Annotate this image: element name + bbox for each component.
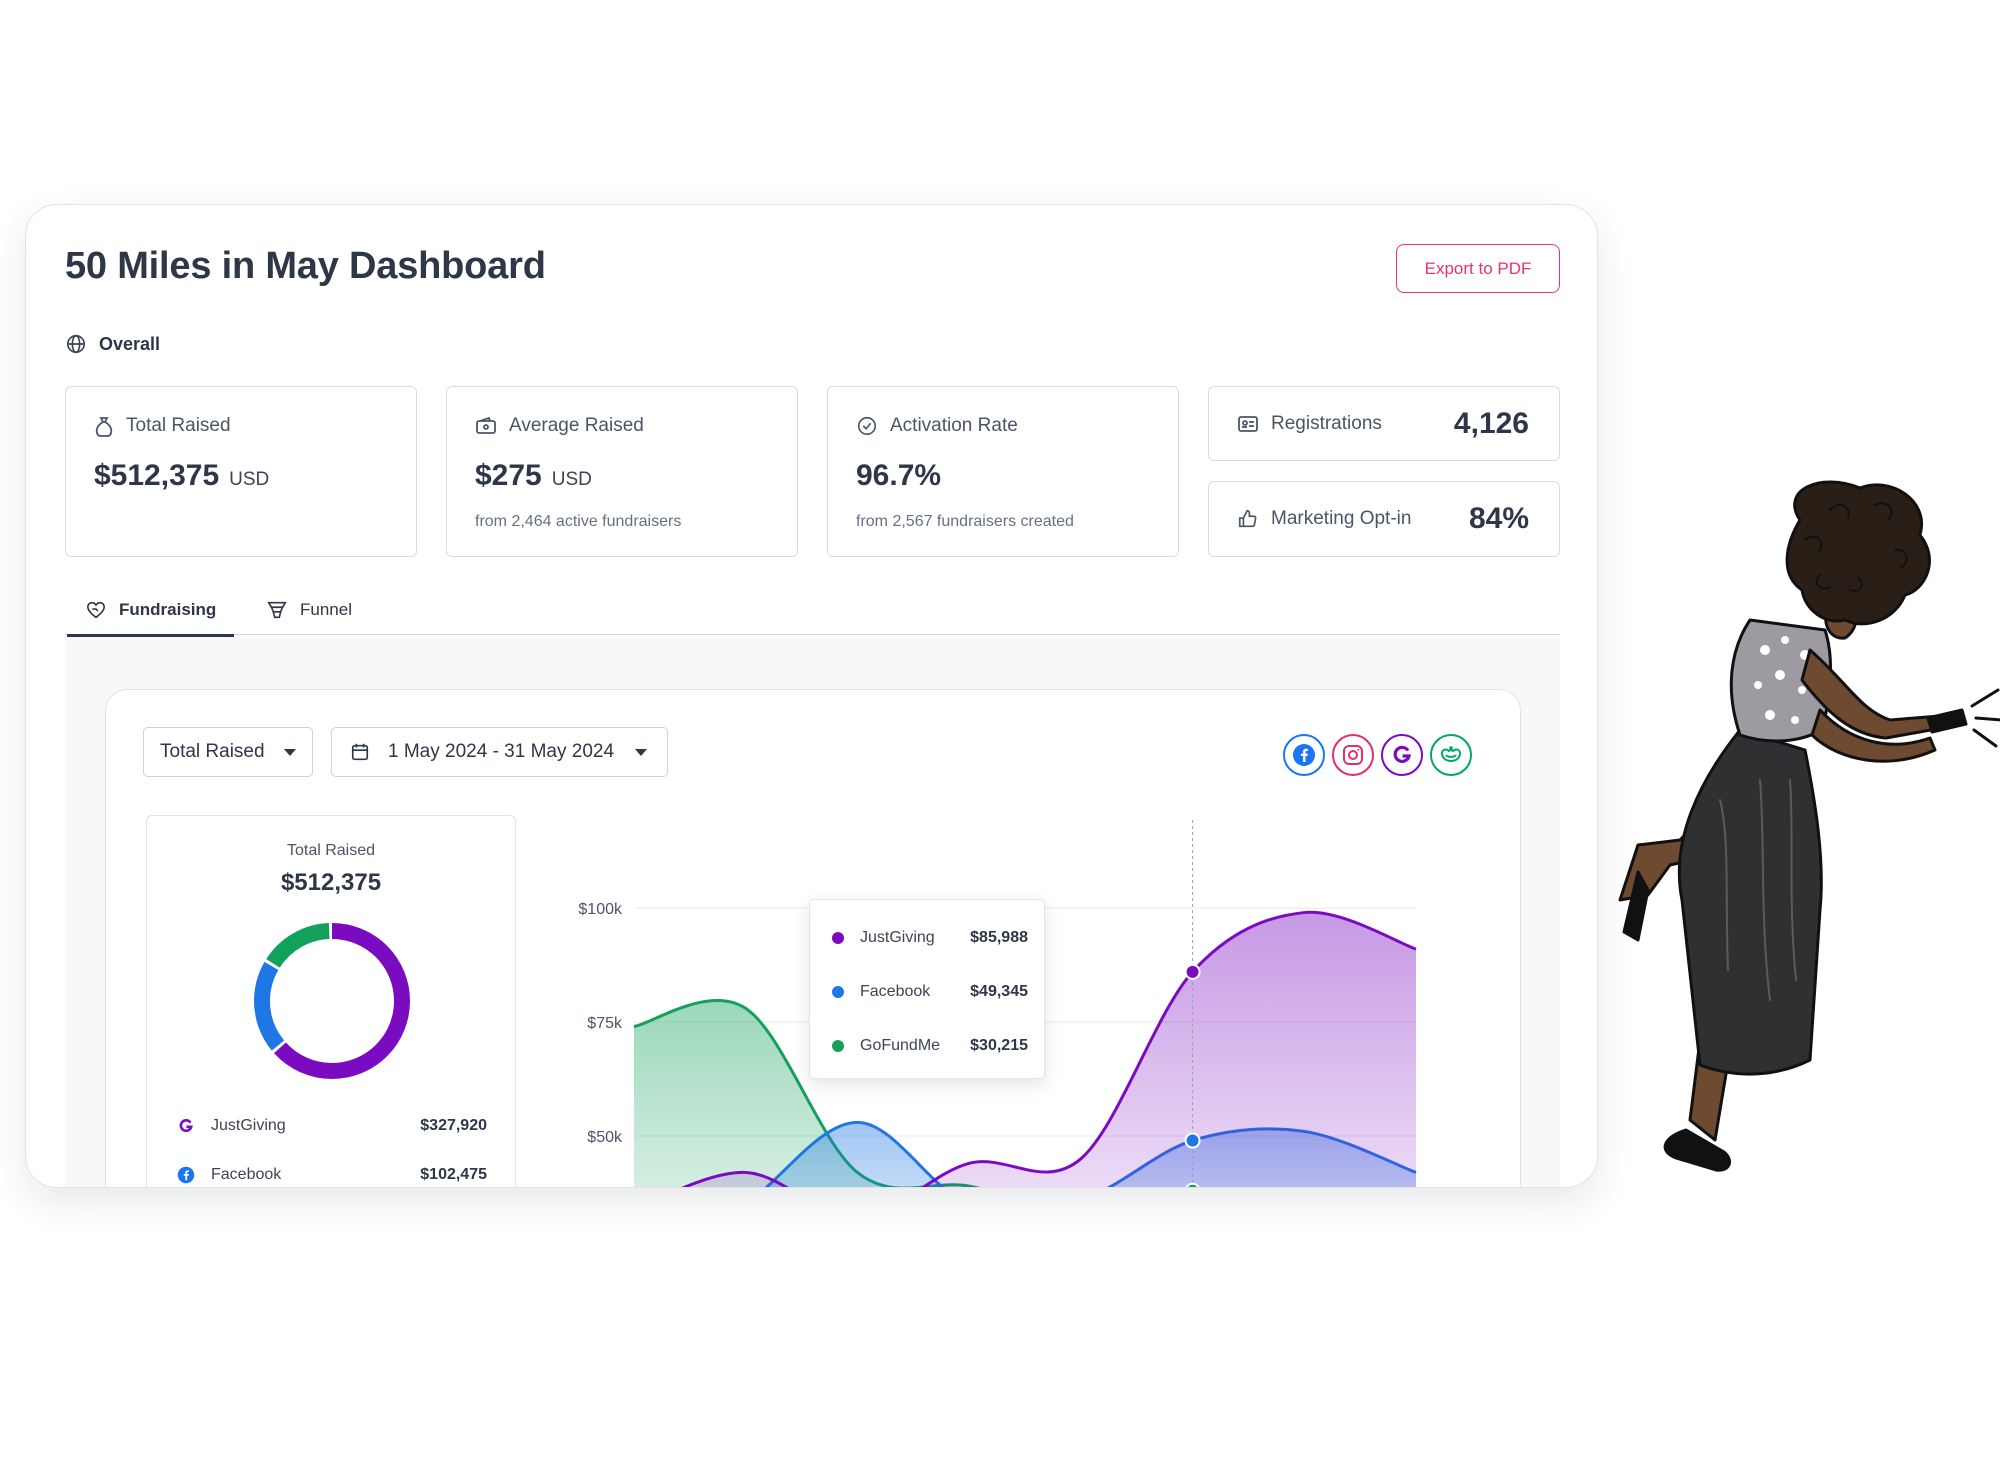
stat-subtext: from 2,567 fundraisers created [856, 513, 1074, 530]
tab-label: Fundraising [119, 600, 217, 619]
globe-icon [66, 334, 86, 354]
legend-amount: $102,475 [420, 1166, 487, 1183]
tooltip-name: Facebook [860, 983, 931, 1000]
scope-label: Overall [99, 333, 161, 354]
tooltip-amount: $85,988 [970, 929, 1028, 946]
tooltip-name: GoFundMe [860, 1037, 941, 1054]
tooltip-row-justgiving: JustGiving $85,988 [832, 926, 1028, 950]
justgiving-icon [1393, 745, 1412, 763]
tooltip-name: JustGiving [860, 929, 935, 946]
justgiving-icon [179, 1119, 193, 1133]
stat-activation-rate: Activation Rate 96.7% from 2,567 fundrai… [827, 386, 1179, 557]
id-card-icon [1238, 415, 1258, 432]
donut-value: $512,375 [280, 869, 382, 896]
thumbs-up-icon [1238, 509, 1257, 528]
stat-total-raised: Total Raised $512,375 USD [65, 386, 417, 557]
stat-value: $275 [475, 459, 542, 492]
tab-funnel[interactable]: Funnel [266, 585, 352, 635]
instagram-icon [1343, 745, 1363, 765]
facebook-icon [1293, 744, 1315, 766]
tab-label: Funnel [300, 600, 352, 619]
legend-dot [832, 932, 844, 944]
chart-tooltip: JustGiving $85,988 Facebook $49,345 GoFu… [809, 899, 1045, 1079]
stat-label: Registrations [1271, 412, 1382, 434]
instagram-source-toggle[interactable] [1332, 734, 1374, 776]
tooltip-amount: $30,215 [970, 1037, 1028, 1054]
line-gofundme [633, 998, 981, 1187]
wallet-icon [476, 416, 496, 434]
area-justgiving [685, 912, 1416, 1187]
funnel-icon [267, 601, 287, 619]
stat-registrations: Registrations 4,126 [1208, 386, 1560, 461]
stat-label: Marketing Opt-in [1271, 508, 1412, 529]
total-raised-breakdown: Total Raised $512,375 JustGiving $327,92… [146, 815, 516, 1187]
chevron-down-icon [635, 749, 647, 756]
page-title: 50 Miles in May Dashboard [65, 245, 546, 287]
tooltip-amount: $49,345 [970, 983, 1028, 1000]
stat-value: 96.7% [856, 459, 942, 492]
tab-bar: Fundraising Funnel [65, 585, 1560, 637]
stat-average-raised: Average Raised $275 USD from 2,464 active… [446, 386, 798, 557]
money-bag-icon [95, 417, 113, 437]
legend-amount: $327,920 [420, 1117, 487, 1134]
chevron-down-icon [284, 749, 296, 756]
justgiving-source-toggle[interactable] [1381, 734, 1423, 776]
donut-chart [254, 923, 410, 1079]
stat-subtext: from 2,464 active fundraisers [475, 513, 682, 530]
hover-point-facebook[interactable] [1184, 1132, 1201, 1149]
metric-dropdown[interactable]: Total Raised [143, 727, 313, 777]
line-justgiving [681, 910, 1417, 1187]
legend-row-facebook: Facebook $102,475 [177, 1161, 487, 1187]
fundraising-area-chart: $100k$75k$50k$25k [578, 820, 1417, 1188]
tooltip-row-gofundme: GoFundMe $30,215 [832, 1034, 1028, 1058]
stat-label: Average Raised [509, 415, 644, 436]
stat-value: $512,375 [94, 459, 220, 492]
stat-value: 4,126 [1453, 406, 1529, 440]
stat-unit: USD [551, 469, 592, 490]
heart-hand-icon [86, 601, 106, 619]
gofundme-source-toggle[interactable] [1430, 734, 1472, 776]
check-circle-icon [857, 416, 877, 436]
dashboard-card: 50 Miles in May Dashboard Export to PDF … [25, 204, 1598, 1188]
legend-row-justgiving: JustGiving $327,920 [177, 1112, 487, 1140]
facebook-source-toggle[interactable] [1283, 734, 1325, 776]
donut-slice-justgiving [254, 923, 410, 1079]
date-range-value: 1 May 2024 - 31 May 2024 [388, 741, 615, 762]
tooltip-row-facebook: Facebook $49,345 [832, 980, 1028, 1004]
y-tick-label: $75k [587, 1015, 623, 1032]
hover-point-gofundme[interactable] [1185, 1182, 1200, 1188]
stat-value: 84% [1468, 502, 1529, 535]
export-pdf-button[interactable]: Export to PDF [1396, 244, 1560, 293]
stat-label: Activation Rate [890, 415, 1018, 436]
date-range-dropdown[interactable]: 1 May 2024 - 31 May 2024 [331, 727, 668, 777]
y-tick-label: $100k [578, 901, 623, 918]
donut-label: Total Raised [286, 842, 376, 859]
facebook-icon [177, 1166, 195, 1184]
metric-dropdown-value: Total Raised [160, 741, 265, 762]
y-tick-label: $50k [587, 1129, 623, 1146]
legend-dot [832, 986, 844, 998]
scope-selector[interactable]: Overall [65, 333, 160, 355]
hover-point-justgiving[interactable] [1184, 963, 1201, 980]
fundraising-panel: Total Raised 1 May 2024 - 31 May 2024 To… [105, 689, 1521, 1188]
person-illustration [1618, 480, 2000, 1172]
tab-fundraising[interactable]: Fundraising [66, 585, 235, 637]
donut-slice-facebook [254, 923, 410, 1079]
legend-dot [832, 1040, 844, 1052]
calendar-icon [351, 743, 369, 761]
stat-label: Total Raised [126, 415, 231, 436]
gofundme-icon [1440, 746, 1462, 763]
stat-unit: USD [229, 469, 270, 490]
legend-name: Facebook [211, 1166, 282, 1183]
legend-name: JustGiving [211, 1117, 286, 1134]
stat-marketing-optin: Marketing Opt-in 84% [1208, 481, 1560, 557]
